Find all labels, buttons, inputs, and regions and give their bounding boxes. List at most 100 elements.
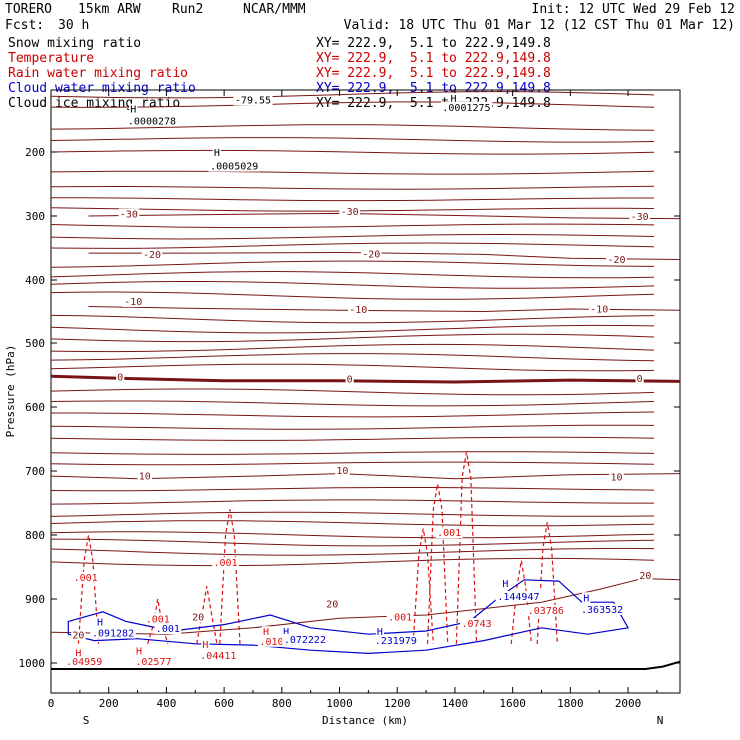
- contour-label: .02577: [135, 657, 171, 668]
- contour-label-bg: [386, 611, 414, 623]
- contour-label: .001: [388, 612, 412, 623]
- header-init: Init: 12 UTC Wed 29 Feb 12: [531, 2, 736, 17]
- isotherm-unlabeled: [50, 270, 655, 279]
- contour-label: -30: [120, 210, 138, 221]
- y-tick-label: 1000: [19, 657, 46, 670]
- y-tick-label: 300: [25, 210, 45, 223]
- isotherm-line: [50, 577, 681, 635]
- contour-label: H: [136, 646, 142, 657]
- isotherm-unlabeled: [50, 424, 655, 430]
- contour-label: .001: [146, 614, 170, 625]
- isotherm-unlabeled: [50, 242, 655, 249]
- y-tick-label: 500: [25, 337, 45, 350]
- contour-label: .0005029: [210, 162, 258, 173]
- isotherm-line: [88, 306, 681, 313]
- y-tick-label: 700: [25, 465, 45, 478]
- contour-label: H: [97, 618, 103, 629]
- contour-label: -30: [631, 212, 649, 223]
- contour-label-bg: [212, 147, 222, 159]
- contour-label: H: [583, 593, 589, 604]
- contour-label: -10: [590, 305, 608, 316]
- isotherm-unlabeled: [51, 197, 654, 202]
- contour-label-bg: [629, 211, 650, 223]
- isotherm-unlabeled: [50, 324, 655, 334]
- contour-label-bg: [360, 248, 382, 260]
- terrain-line: [51, 660, 681, 670]
- x-tick-label: 400: [156, 697, 176, 710]
- contour-label-bg: [122, 295, 144, 307]
- isotherm-unlabeled: [50, 388, 655, 396]
- contour-label-bg: [144, 613, 172, 625]
- contour-label: .072222: [284, 635, 326, 646]
- contour-label: 20: [192, 612, 204, 623]
- contour-label: .0001275: [442, 103, 490, 114]
- header-run: Run2: [172, 2, 204, 17]
- isotherm-unlabeled: [50, 101, 655, 108]
- y-tick-label: 200: [25, 146, 45, 159]
- contour-label: .0000278: [128, 116, 176, 127]
- contour-label: 20: [326, 600, 338, 611]
- field-name-rain: Rain water mixing ratio: [8, 66, 189, 81]
- contour-label-bg: [345, 373, 354, 385]
- contour-label-bg: [282, 626, 291, 638]
- contour-label: .001: [214, 558, 238, 569]
- contour-label: .04959: [66, 657, 102, 668]
- decorative-contours: [50, 91, 655, 567]
- header-valid: Valid: 18 UTC Thu 01 Mar 12 (12 CST Thu …: [343, 18, 735, 33]
- contour-label: .363532: [581, 605, 623, 616]
- isotherm-line: [88, 251, 681, 260]
- contour-label-bg: [71, 629, 86, 641]
- isotherm-unlabeled: [50, 314, 655, 324]
- x-tick-label: 1000: [326, 697, 353, 710]
- contour-label: .231979: [375, 636, 417, 647]
- contour-label: -79.55: [235, 95, 271, 106]
- header-fcst-label: Fcst:: [5, 18, 45, 33]
- contour-label-bg: [606, 254, 627, 266]
- isotherm-unlabeled: [50, 531, 655, 539]
- contour-label-bg: [116, 371, 125, 383]
- x-tick-label: 600: [214, 697, 234, 710]
- contour-label: H: [450, 94, 456, 105]
- isotherm-unlabeled: [50, 487, 655, 492]
- isotherm-unlabeled: [50, 520, 655, 527]
- contour-label-bg: [95, 616, 105, 628]
- contour-label-bg: [335, 464, 350, 476]
- isotherm-unlabeled: [50, 91, 655, 99]
- contour-label-bg: [141, 248, 163, 260]
- contour-label: H: [263, 627, 269, 638]
- rain-plume: [455, 451, 478, 644]
- header-fcst-value: 30 h: [58, 18, 90, 33]
- contour-label-bg: [325, 598, 340, 610]
- contour-label-bg: [495, 591, 542, 602]
- isotherm-unlabeled: [50, 223, 655, 229]
- y-axis-label: Pressure (hPa): [4, 345, 17, 438]
- contour-label: .001: [74, 573, 98, 584]
- header-run-desc: 15km ARW: [78, 2, 141, 17]
- x-tick-label: 1600: [499, 697, 526, 710]
- isotherm-unlabeled: [50, 185, 655, 190]
- contour-label-bg: [74, 647, 83, 659]
- contour-label: 20: [639, 571, 651, 582]
- contour-label: 10: [336, 466, 348, 477]
- isotherm-unlabeled: [50, 333, 655, 343]
- contour-label-bg: [133, 656, 174, 668]
- isotherm-unlabeled: [50, 170, 655, 175]
- contour-label-bg: [440, 101, 493, 113]
- contour-label: .091282: [92, 628, 134, 639]
- contour-label-bg: [129, 103, 138, 115]
- isotherm-unlabeled: [50, 499, 654, 505]
- contour-label: .144947: [497, 592, 539, 603]
- contour-label-bg: [347, 304, 369, 316]
- isotherm-unlabeled: [50, 343, 655, 353]
- x-tick-label: 800: [272, 697, 292, 710]
- contour-label: -30: [341, 207, 359, 218]
- x-tick-label: 200: [99, 697, 119, 710]
- contour-label-bg: [375, 626, 385, 638]
- contour-label: 0: [347, 374, 353, 385]
- contour-label-bg: [198, 649, 238, 661]
- contour-label-bg: [126, 115, 178, 127]
- rain-plume: [426, 483, 449, 644]
- contour-label: H: [214, 148, 220, 159]
- rain-plume: [77, 534, 100, 644]
